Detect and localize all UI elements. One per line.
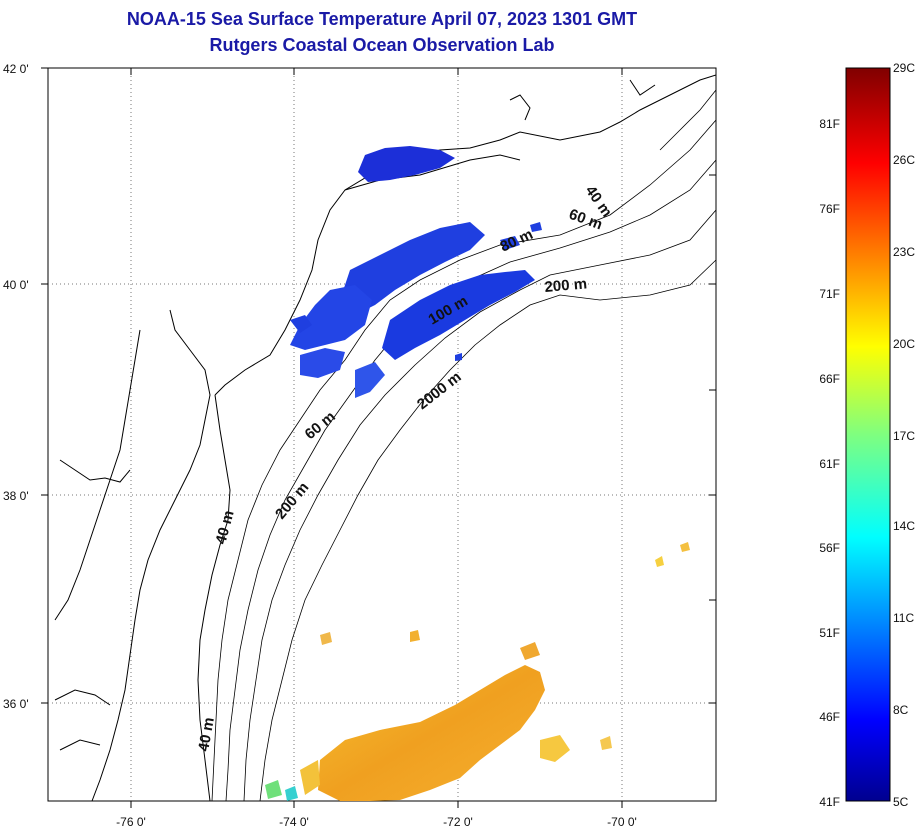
- lon-label: -74 0': [279, 815, 309, 829]
- celsius-label: 20C: [893, 337, 915, 351]
- fahrenheit-label: 81F: [819, 117, 840, 131]
- lat-label: 36 0': [3, 697, 29, 711]
- fahrenheit-label: 61F: [819, 457, 840, 471]
- fahrenheit-label: 51F: [819, 626, 840, 640]
- colorbar-fahrenheit-labels: 81F 76F 71F 66F 61F 56F 51F 46F 41F: [819, 117, 840, 809]
- celsius-label: 23C: [893, 245, 915, 259]
- lat-label: 40 0': [3, 278, 29, 292]
- lon-label: -70 0': [607, 815, 637, 829]
- temperature-colorbar: [846, 68, 890, 801]
- lat-label: 42 0': [3, 62, 29, 76]
- fahrenheit-label: 66F: [819, 372, 840, 386]
- fahrenheit-label: 46F: [819, 710, 840, 724]
- fahrenheit-label: 56F: [819, 541, 840, 555]
- lon-label: -76 0': [116, 815, 146, 829]
- colorbar-celsius-labels: 29C 26C 23C 20C 17C 14C 11C 8C 5C: [893, 61, 915, 809]
- celsius-label: 14C: [893, 519, 915, 533]
- fahrenheit-label: 71F: [819, 287, 840, 301]
- fahrenheit-label: 76F: [819, 202, 840, 216]
- celsius-label: 29C: [893, 61, 915, 75]
- celsius-label: 26C: [893, 153, 915, 167]
- lat-label: 38 0': [3, 489, 29, 503]
- celsius-label: 17C: [893, 429, 915, 443]
- fahrenheit-label: 41F: [819, 795, 840, 809]
- celsius-label: 11C: [893, 611, 914, 625]
- celsius-label: 5C: [893, 795, 909, 809]
- lon-label: -72 0': [443, 815, 473, 829]
- celsius-label: 8C: [893, 703, 909, 717]
